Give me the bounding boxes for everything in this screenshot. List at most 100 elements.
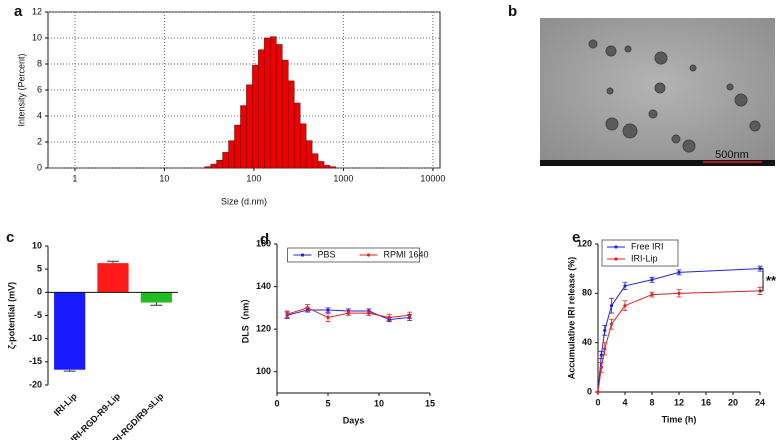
histogram-bar (323, 165, 331, 169)
point (603, 347, 607, 351)
point (599, 365, 603, 369)
panel-label: e (572, 229, 580, 246)
legend-marker (614, 245, 618, 249)
panel-label: a (14, 3, 23, 20)
particles (588, 39, 761, 153)
histogram-bar (293, 102, 301, 169)
point (603, 328, 607, 332)
y-tick-label: 4 (37, 110, 42, 120)
legend-label: PBS (318, 249, 336, 259)
point (326, 308, 330, 312)
point (387, 315, 391, 320)
point (677, 291, 681, 295)
y-tick-label: 5 (37, 264, 42, 274)
x-tick-label: 10000 (420, 173, 445, 183)
y-tick-label: 0 (37, 287, 42, 297)
y-tick-label: 40 (582, 337, 592, 347)
histogram-bar (246, 84, 253, 169)
x-tick-label: 20 (728, 397, 738, 407)
annotation: ** (766, 273, 777, 288)
histogram-bar (287, 80, 295, 169)
x-tick-label: 1000 (333, 173, 353, 183)
series-line (597, 290, 761, 393)
x-tick-label: 100 (246, 173, 261, 183)
point (609, 304, 614, 308)
bar (140, 292, 172, 303)
legend-marker (366, 253, 371, 257)
x-axis-label: Days (343, 415, 365, 425)
x-tick-label: 1 (72, 173, 77, 183)
y-tick-label: 2 (37, 136, 42, 146)
panel-label: b (508, 3, 517, 20)
y-tick-label: 0 (37, 162, 42, 172)
error-bar (107, 260, 119, 264)
histogram-bar (270, 36, 277, 169)
series-line (597, 268, 761, 393)
point (346, 311, 350, 315)
y-tick-label: 120 (577, 238, 592, 248)
x-tick-label: 24 (755, 397, 765, 407)
y-tick-label: -20 (29, 379, 42, 389)
histogram-bar (216, 159, 223, 169)
x-tick-label: 5 (325, 398, 330, 408)
panel-label: d (260, 231, 269, 248)
x-axis-label: Size (d.nm) (221, 196, 267, 206)
panel-label: c (6, 229, 14, 246)
histogram-bar (317, 161, 325, 169)
x-tick-label: 15 (425, 398, 435, 408)
tem-image (540, 18, 775, 166)
histogram-bar (252, 65, 259, 169)
y-tick-label: 12 (32, 6, 42, 16)
point (609, 322, 614, 326)
y-tick-label: 10 (32, 32, 42, 42)
point (326, 315, 330, 320)
legend-marker (300, 253, 305, 257)
point (367, 311, 371, 315)
histogram-bar (204, 166, 211, 169)
histogram-bar (264, 37, 271, 169)
y-tick-label: 8 (37, 58, 42, 68)
histogram-bar (228, 140, 235, 169)
x-tick-label: 10 (374, 398, 384, 408)
histogram-bar (276, 44, 283, 169)
y-tick-label: 120 (256, 324, 271, 334)
legend-label: Free IRI (631, 241, 664, 251)
y-tick-label: 80 (582, 288, 592, 298)
x-axis-label: Time (h) (662, 414, 697, 424)
error-bar (150, 302, 163, 306)
x-tick-label: 0 (595, 397, 600, 407)
x-tick-label: 16 (701, 397, 711, 407)
x-tick-label: 12 (674, 397, 684, 407)
x-tick-label: 8 (649, 397, 654, 407)
histogram-bar (329, 166, 337, 169)
point (650, 278, 654, 282)
y-tick-label: -15 (29, 356, 42, 366)
info-strip (540, 160, 775, 166)
y-tick-label: 10 (32, 240, 42, 250)
x-tick-label: 4 (622, 397, 627, 407)
y-tick-label: 0 (587, 386, 592, 396)
x-tick-label: IRI-Lip (52, 391, 79, 418)
histogram-bar (311, 153, 319, 169)
point (623, 304, 627, 308)
point (408, 313, 412, 317)
y-axis-label: ζ-potential (mV) (6, 282, 16, 349)
y-tick-label: -10 (29, 333, 42, 343)
y-axis-label: Intensity (Percent) (16, 53, 26, 126)
x-tick-label: 10 (159, 173, 169, 183)
y-tick-label: -5 (34, 310, 42, 320)
y-axis-label: DLS（nm） (240, 294, 250, 344)
significance-bracket (760, 268, 764, 292)
point (623, 284, 627, 288)
legend-box (601, 239, 679, 267)
point (596, 390, 600, 394)
point (599, 353, 603, 357)
histogram-bar (305, 140, 313, 169)
histogram-bar (299, 123, 307, 169)
legend-box (287, 247, 420, 263)
bar (97, 263, 129, 293)
legend-label: IRI-Lip (631, 253, 658, 263)
scale-bar-label: 500nm (715, 149, 749, 161)
y-tick-label: 160 (256, 238, 271, 248)
